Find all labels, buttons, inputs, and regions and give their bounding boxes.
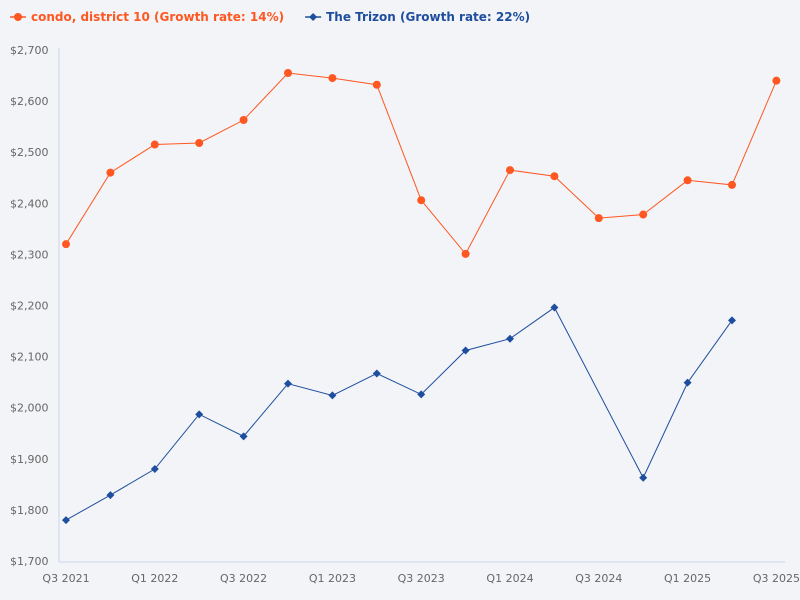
x-tick-label: Q3 2023	[398, 572, 445, 585]
data-point[interactable]	[461, 249, 470, 258]
x-axis: Q3 2021 Q1 2022 Q3 2022 Q1 2023 Q3 2023 Q1 20…	[42, 561, 800, 585]
y-tick-label: $2,600	[10, 95, 49, 108]
data-point[interactable]	[328, 74, 337, 83]
y-axis: $1,700 $1,800 $1,900 $2,000 $2,100 $2,200 $2,3…	[10, 44, 60, 568]
series-group	[62, 68, 781, 525]
data-point[interactable]	[150, 465, 159, 474]
y-tick-label: $2,700	[10, 44, 49, 57]
data-point[interactable]	[328, 391, 337, 400]
x-tick-label: Q3 2024	[575, 572, 622, 585]
data-point[interactable]	[639, 210, 648, 219]
data-point[interactable]	[506, 334, 514, 343]
y-tick-label: $2,300	[10, 248, 49, 261]
circle-marker-icon	[14, 13, 22, 21]
data-point[interactable]	[284, 68, 292, 77]
y-tick-label: $1,800	[10, 504, 49, 517]
data-point[interactable]	[594, 214, 603, 223]
x-tick-label: Q1 2024	[486, 572, 533, 585]
y-tick-label: $2,200	[10, 300, 49, 313]
y-tick-label: $2,000	[10, 402, 49, 415]
data-point[interactable]	[639, 473, 648, 482]
data-point[interactable]	[550, 303, 559, 312]
data-point[interactable]	[239, 116, 248, 125]
series-line	[65, 72, 777, 255]
legend-item[interactable]: condo, district 10 (Growth rate: 14%)	[10, 10, 284, 24]
series-line	[65, 306, 733, 521]
x-tick-label: Q3 2022	[220, 572, 267, 585]
data-point[interactable]	[150, 140, 159, 149]
series-1	[62, 303, 736, 525]
legend-label: condo, district 10 (Growth rate: 14%)	[31, 10, 284, 24]
x-tick-label: Q3 2021	[42, 572, 89, 585]
data-point[interactable]	[683, 176, 692, 185]
data-point[interactable]	[506, 166, 514, 175]
data-point[interactable]	[728, 180, 736, 189]
y-tick-label: $1,900	[10, 453, 49, 466]
data-point[interactable]	[372, 80, 381, 89]
data-point[interactable]	[461, 346, 470, 355]
data-point[interactable]	[550, 172, 559, 181]
x-tick-label: Q3 2025	[753, 572, 800, 585]
data-point[interactable]	[284, 379, 292, 388]
y-tick-label: $2,500	[10, 146, 49, 159]
y-tick-label: $2,100	[10, 351, 49, 364]
data-point[interactable]	[195, 139, 204, 148]
y-tick-label: $1,700	[10, 555, 49, 568]
x-tick-label: Q1 2023	[309, 572, 356, 585]
data-point[interactable]	[728, 316, 736, 325]
x-tick-label: Q1 2025	[664, 572, 711, 585]
x-tick-label: Q1 2022	[131, 572, 178, 585]
data-point[interactable]	[106, 491, 115, 500]
diamond-marker-icon	[309, 13, 318, 21]
data-point[interactable]	[106, 168, 115, 177]
data-point[interactable]	[683, 378, 692, 387]
data-point[interactable]	[195, 410, 204, 419]
data-point[interactable]	[62, 516, 70, 525]
legend-item[interactable]: The Trizon (Growth rate: 22%)	[305, 10, 530, 24]
legend: condo, district 10 (Growth rate: 14%) The…	[10, 10, 530, 24]
data-point[interactable]	[62, 240, 70, 249]
y-tick-label: $2,400	[10, 197, 49, 210]
series-0	[62, 68, 781, 258]
legend-label: The Trizon (Growth rate: 22%)	[326, 10, 530, 24]
data-point[interactable]	[417, 390, 426, 399]
data-point[interactable]	[772, 76, 781, 85]
data-point[interactable]	[239, 432, 248, 441]
data-point[interactable]	[417, 196, 426, 205]
data-point[interactable]	[372, 369, 381, 378]
